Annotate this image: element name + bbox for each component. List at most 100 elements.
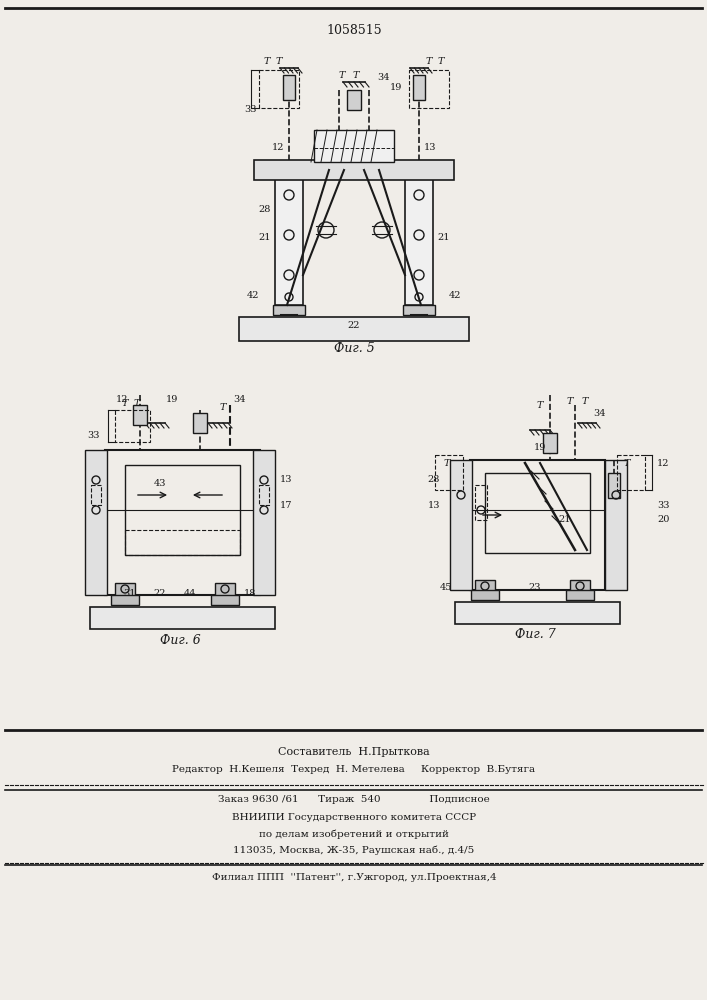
Bar: [85, 450, 107, 595]
Text: 19: 19: [534, 442, 547, 452]
Bar: [608, 473, 620, 498]
Text: 13: 13: [280, 476, 293, 485]
Bar: [435, 455, 463, 490]
Text: Редактор  Н.Кешеля  Техред  Н. Метелева     Корректор  В.Бутяга: Редактор Н.Кешеля Техред Н. Метелева Кор…: [173, 766, 536, 774]
Bar: [273, 305, 305, 315]
Text: 20: 20: [657, 516, 670, 524]
Text: 1058515: 1058515: [326, 23, 382, 36]
Text: 13: 13: [424, 143, 436, 152]
Bar: [407, 287, 431, 305]
Text: 17: 17: [280, 500, 293, 510]
Bar: [475, 580, 495, 592]
Text: по делам изобретений и открытий: по делам изобретений и открытий: [259, 829, 449, 839]
Text: 19: 19: [166, 395, 178, 404]
Bar: [570, 580, 590, 592]
Text: Фиг. 5: Фиг. 5: [334, 342, 375, 355]
Bar: [105, 450, 260, 595]
Bar: [543, 433, 557, 453]
Bar: [275, 175, 303, 305]
Text: 42: 42: [247, 290, 259, 300]
Text: Т: Т: [134, 398, 140, 408]
Text: Т: Т: [438, 57, 444, 66]
Text: Т: Т: [220, 402, 226, 412]
Text: Т: Т: [444, 458, 450, 468]
Bar: [617, 455, 645, 490]
Bar: [485, 473, 590, 553]
Text: Т: Т: [353, 72, 359, 81]
Text: Т: Т: [264, 57, 270, 66]
Bar: [403, 305, 435, 315]
Bar: [239, 317, 469, 341]
Text: 12: 12: [116, 395, 128, 404]
Bar: [283, 75, 295, 100]
Text: 34: 34: [234, 395, 246, 404]
Bar: [253, 450, 275, 595]
Text: Т: Т: [624, 458, 630, 468]
Bar: [115, 583, 135, 597]
Text: 13: 13: [428, 500, 440, 510]
Bar: [605, 460, 627, 590]
Text: 19: 19: [390, 84, 402, 93]
Bar: [314, 130, 394, 162]
Text: Составитель  Н.Прыткова: Составитель Н.Прыткова: [278, 747, 430, 757]
Bar: [133, 405, 147, 425]
Bar: [455, 602, 620, 624]
Text: 43: 43: [153, 479, 166, 488]
Text: Т: Т: [537, 400, 543, 410]
Bar: [215, 583, 235, 597]
Text: Т: Т: [582, 396, 588, 406]
Text: Заказ 9630 /61      Тираж  540               Подписное: Заказ 9630 /61 Тираж 540 Подписное: [218, 796, 490, 804]
Text: 33: 33: [88, 430, 100, 440]
Text: 23: 23: [529, 584, 542, 592]
Bar: [413, 75, 425, 100]
Text: 22: 22: [348, 320, 361, 330]
Bar: [125, 465, 240, 555]
Text: 12: 12: [657, 458, 670, 468]
Text: 113035, Москва, Ж-35, Раушская наб., д.4/5: 113035, Москва, Ж-35, Раушская наб., д.4…: [233, 845, 474, 855]
Bar: [193, 413, 207, 433]
Bar: [259, 485, 269, 505]
Text: 44: 44: [184, 588, 197, 597]
Text: Т: Т: [122, 398, 128, 408]
Bar: [347, 90, 361, 110]
Text: 12: 12: [271, 143, 284, 152]
Bar: [405, 175, 433, 305]
Text: 34: 34: [378, 74, 390, 83]
Text: 21: 21: [437, 233, 450, 242]
Bar: [450, 460, 472, 590]
Text: 33: 33: [244, 105, 257, 114]
Bar: [115, 410, 150, 442]
Text: 31: 31: [124, 588, 136, 597]
Text: Т: Т: [276, 57, 282, 66]
Text: ВНИИПИ Государственного комитета СССР: ВНИИПИ Государственного комитета СССР: [232, 814, 476, 822]
Bar: [125, 530, 240, 555]
Text: 45: 45: [440, 584, 452, 592]
Text: 34: 34: [594, 408, 606, 418]
Text: 18: 18: [244, 588, 256, 597]
Text: 22: 22: [153, 588, 166, 597]
Text: 28: 28: [259, 206, 271, 215]
Text: 42: 42: [449, 290, 462, 300]
Bar: [471, 590, 499, 600]
Text: 21: 21: [559, 516, 571, 524]
Text: Т: Т: [339, 72, 345, 81]
Text: Фиг. 6: Фиг. 6: [160, 634, 200, 647]
Bar: [259, 70, 299, 108]
Text: 28: 28: [428, 476, 440, 485]
Text: 33: 33: [657, 500, 670, 510]
Bar: [211, 595, 239, 605]
Text: 21: 21: [259, 233, 271, 242]
Text: Т: Т: [567, 396, 573, 406]
Bar: [566, 590, 594, 600]
Bar: [277, 287, 301, 305]
Bar: [470, 460, 605, 590]
Text: Фиг. 7: Фиг. 7: [515, 629, 556, 642]
Bar: [91, 485, 101, 505]
Bar: [409, 70, 449, 108]
Bar: [254, 160, 454, 180]
Text: Т: Т: [426, 57, 432, 66]
Text: Филиал ППП  ''Патент'', г.Ужгород, ул.Проектная,4: Филиал ППП ''Патент'', г.Ужгород, ул.Про…: [211, 874, 496, 882]
Bar: [90, 607, 275, 629]
Bar: [475, 485, 487, 520]
Bar: [111, 595, 139, 605]
